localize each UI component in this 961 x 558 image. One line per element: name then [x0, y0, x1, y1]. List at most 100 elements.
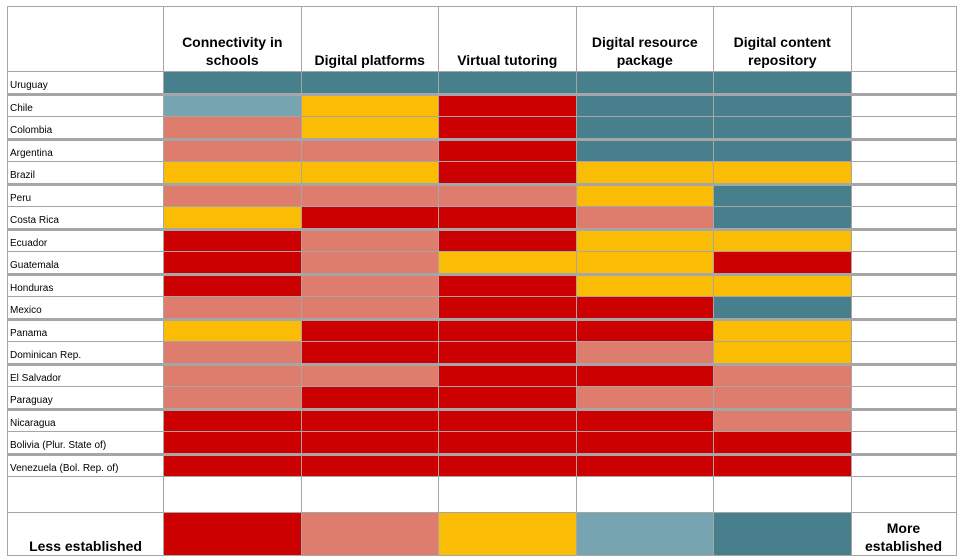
heatmap-cell [575, 386, 714, 410]
row-label: Panama [7, 317, 164, 342]
heatmap-row: Paraguay [7, 386, 957, 410]
row-label: Chile [7, 92, 164, 117]
heatmap-cell [163, 272, 302, 297]
heatmap-cell [300, 362, 439, 387]
heatmap-cell [575, 206, 714, 230]
heatmap-cell [163, 251, 302, 275]
heatmap-cell [163, 116, 302, 140]
heatmap-cell [713, 272, 852, 297]
header-row: Connectivity in schools Digital platform… [7, 6, 957, 72]
heatmap-cell [713, 206, 852, 230]
legend-swatch-4 [575, 512, 714, 556]
heatmap-cell [713, 161, 852, 185]
row-label: Colombia [7, 116, 164, 140]
spacer-cell [300, 476, 439, 513]
heatmap-row: Venezuela (Bol. Rep. of) [7, 452, 957, 477]
heatmap-cell [713, 296, 852, 320]
heatmap-cell [438, 407, 577, 432]
heatmap-cell [300, 116, 439, 140]
heatmap-cell [438, 272, 577, 297]
row-label: Honduras [7, 272, 164, 297]
spacer-cell [7, 476, 164, 513]
heatmap-cell [575, 161, 714, 185]
heatmap-cell [163, 452, 302, 477]
heatmap-row: Uruguay [7, 71, 957, 95]
legend-high-label: More established [850, 512, 957, 556]
row-end-cell [850, 431, 957, 455]
heatmap-row: Panama [7, 317, 957, 342]
row-label: Mexico [7, 296, 164, 320]
row-end-cell [850, 92, 957, 117]
row-label: Peru [7, 182, 164, 207]
heatmap-cell [163, 296, 302, 320]
heatmap-cell [163, 206, 302, 230]
row-label: Costa Rica [7, 206, 164, 230]
row-end-cell [850, 296, 957, 320]
heatmap-cell [438, 137, 577, 162]
legend-swatch-2 [300, 512, 439, 556]
heatmap-cell [438, 452, 577, 477]
legend-swatch-1 [163, 512, 302, 556]
heatmap-row: Mexico [7, 296, 957, 320]
heatmap-cell [163, 341, 302, 365]
heatmap-cell [300, 92, 439, 117]
row-end-cell [850, 161, 957, 185]
heatmap-cell [575, 431, 714, 455]
heatmap-cell [163, 431, 302, 455]
row-label: Uruguay [7, 71, 164, 95]
row-end-cell [850, 386, 957, 410]
heatmap-cell [163, 92, 302, 117]
column-header: Virtual tutoring [438, 6, 577, 72]
heatmap-cell [713, 251, 852, 275]
row-end-cell [850, 116, 957, 140]
spacer-cell [163, 476, 302, 513]
heatmap-cell [575, 227, 714, 252]
row-end-cell [850, 272, 957, 297]
heatmap-cell [438, 161, 577, 185]
legend-low-label: Less established [7, 512, 164, 556]
heatmap-cell [575, 296, 714, 320]
heatmap-cell [438, 386, 577, 410]
heatmap-cell [300, 161, 439, 185]
heatmap-cell [438, 341, 577, 365]
heatmap-cell [713, 341, 852, 365]
heatmap-cell [300, 386, 439, 410]
column-header: Digital resource package [575, 6, 714, 72]
heatmap-row: El Salvador [7, 362, 957, 387]
heatmap-table: Connectivity in schools Digital platform… [7, 6, 957, 556]
heatmap-cell [300, 227, 439, 252]
heatmap-cell [575, 251, 714, 275]
heatmap-cell [300, 407, 439, 432]
row-end-cell [850, 71, 957, 95]
heatmap-cell [438, 71, 577, 95]
heatmap-cell [575, 182, 714, 207]
column-header: Digital content repository [713, 6, 852, 72]
row-label: Nicaragua [7, 407, 164, 432]
heatmap-cell [713, 362, 852, 387]
heatmap-cell [575, 71, 714, 95]
heatmap-cell [438, 296, 577, 320]
heatmap-cell [575, 92, 714, 117]
heatmap-cell [300, 452, 439, 477]
heatmap-row: Guatemala [7, 251, 957, 275]
row-label: Ecuador [7, 227, 164, 252]
row-label: Argentina [7, 137, 164, 162]
heatmap-cell [575, 341, 714, 365]
row-label: Dominican Rep. [7, 341, 164, 365]
legend-swatch-5 [713, 512, 852, 556]
heatmap-cell [713, 452, 852, 477]
heatmap-cell [438, 251, 577, 275]
heatmap-cell [713, 92, 852, 117]
heatmap-cell [300, 206, 439, 230]
heatmap-cell [300, 182, 439, 207]
heatmap-cell [575, 272, 714, 297]
heatmap-cell [713, 386, 852, 410]
heatmap-row: Bolivia (Plur. State of) [7, 431, 957, 455]
heatmap-cell [713, 182, 852, 207]
heatmap-cell [300, 137, 439, 162]
row-end-cell [850, 362, 957, 387]
heatmap-cell [438, 227, 577, 252]
row-end-cell [850, 317, 957, 342]
heatmap-cell [163, 161, 302, 185]
row-end-cell [850, 206, 957, 230]
